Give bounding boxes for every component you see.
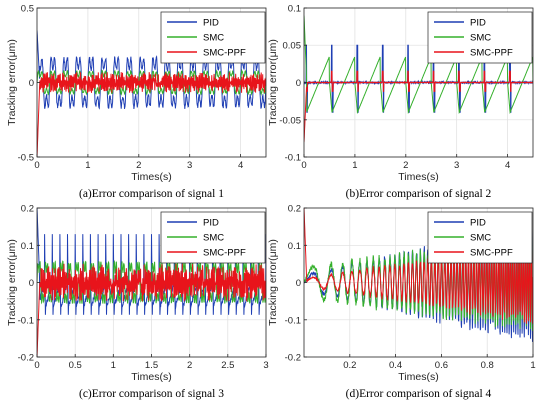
panel-caption: (b)Error comparison of signal 2 xyxy=(346,188,492,200)
legend-label-pid: PID xyxy=(203,18,219,29)
legend-label-pid: PID xyxy=(203,218,219,229)
y-tick-label: 0.5 xyxy=(21,4,34,15)
panel-caption: (c)Error comparison of signal 3 xyxy=(79,388,224,400)
series-line-smc-ppf xyxy=(304,70,533,143)
x-tick-label: 0 xyxy=(34,160,39,171)
x-tick-label: 4 xyxy=(238,160,243,171)
chart-panel-4: 0.2 0.4 0.6 0.8 1 -0.2 -0.1 0 0.1 0.2 Times(s) Trac… xyxy=(267,204,536,401)
legend-label-smc-ppf: SMC-PPF xyxy=(203,48,246,59)
y-tick-label: -0.1 xyxy=(18,315,34,326)
y-tick-label: -0.5 xyxy=(18,153,34,164)
x-tick-label: 3 xyxy=(454,160,459,171)
x-tick-label: 1 xyxy=(111,360,116,371)
x-tick-label: 0.4 xyxy=(389,360,402,371)
legend-label-smc: SMC xyxy=(203,233,224,244)
series-line-smc-ppf xyxy=(37,263,266,357)
x-tick-label: 2.5 xyxy=(221,360,234,371)
panel-caption: (d)Error comparison of signal 4 xyxy=(346,388,492,400)
y-tick-label: -0.2 xyxy=(18,353,34,364)
x-tick-label: 2 xyxy=(403,160,408,171)
legend-label-smc: SMC xyxy=(470,33,491,44)
y-tick-label: 0.2 xyxy=(21,204,34,215)
x-tick-label: 1 xyxy=(352,160,357,171)
series-line-smc-ppf xyxy=(37,72,266,157)
legend-label-smc-ppf: SMC-PPF xyxy=(470,248,513,259)
y-tick-label: 0.2 xyxy=(288,204,301,215)
legend-label-smc: SMC xyxy=(203,33,224,44)
x-tick-label: 1 xyxy=(85,160,90,171)
y-tick-label: 0.05 xyxy=(283,41,302,52)
y-axis-label: Tracking error(μm) xyxy=(6,239,18,326)
legend-label-pid: PID xyxy=(470,18,486,29)
y-tick-label: 0 xyxy=(296,278,301,289)
x-tick-label: 0 xyxy=(301,160,306,171)
x-tick-label: 0.8 xyxy=(481,360,494,371)
series-line-smc-ppf xyxy=(304,208,533,324)
legend-label-smc-ppf: SMC-PPF xyxy=(470,48,513,59)
y-axis-label: Tracking error(μm) xyxy=(267,39,279,126)
y-tick-label: -0.2 xyxy=(285,353,301,364)
y-tick-label: 0.1 xyxy=(21,241,34,252)
y-tick-label: -0.05 xyxy=(279,115,301,126)
y-tick-label: 0 xyxy=(296,78,301,89)
x-axis-label: Times(s) xyxy=(398,371,438,383)
x-tick-label: 4 xyxy=(505,160,510,171)
y-tick-label: -0.1 xyxy=(285,315,301,326)
x-axis-label: Times(s) xyxy=(398,171,438,183)
panel-caption: (a)Error comparison of signal 1 xyxy=(79,188,224,200)
x-tick-label: 0.6 xyxy=(435,360,448,371)
y-tick-label: 0 xyxy=(29,278,34,289)
x-tick-label: 0.2 xyxy=(343,360,356,371)
series-line-smc xyxy=(304,15,533,115)
legend: PID SMC SMC-PPF xyxy=(160,11,266,64)
y-tick-label: 0.1 xyxy=(288,4,301,15)
legend: PID SMC SMC-PPF xyxy=(427,211,533,264)
chart-panel-2: 0 1 2 3 4 -0.1 -0.05 0 0.05 0.1 Times(s) Tracking e… xyxy=(267,4,534,200)
y-tick-label: -0.1 xyxy=(285,153,301,164)
y-tick-label: 0.1 xyxy=(288,241,301,252)
x-tick-label: 1.5 xyxy=(145,360,158,371)
y-tick-label: 0 xyxy=(29,78,34,89)
x-tick-label: 2 xyxy=(187,360,192,371)
x-tick-label: 2 xyxy=(136,160,141,171)
x-tick-label: 1 xyxy=(530,360,535,371)
legend-label-smc: SMC xyxy=(470,233,491,244)
x-tick-label: 3 xyxy=(187,160,192,171)
legend: PID SMC SMC-PPF xyxy=(160,211,266,264)
y-axis-label: Tracking error(μm) xyxy=(267,239,279,326)
x-tick-label: 3 xyxy=(263,360,268,371)
legend: PID SMC SMC-PPF xyxy=(427,11,533,64)
y-axis-label: Tracking error(μm) xyxy=(6,39,18,126)
x-axis-label: Times(s) xyxy=(131,371,171,383)
legend-label-pid: PID xyxy=(470,218,486,229)
chart-panel-3: 0 0.5 1 1.5 2 2.5 3 -0.2 -0.1 0 0.1 0.2 Times(s) Trac… xyxy=(6,204,269,401)
x-tick-label: 0 xyxy=(34,360,39,371)
x-tick-label: 0.5 xyxy=(69,360,82,371)
legend-label-smc-ppf: SMC-PPF xyxy=(203,248,246,259)
x-axis-label: Times(s) xyxy=(131,171,171,183)
